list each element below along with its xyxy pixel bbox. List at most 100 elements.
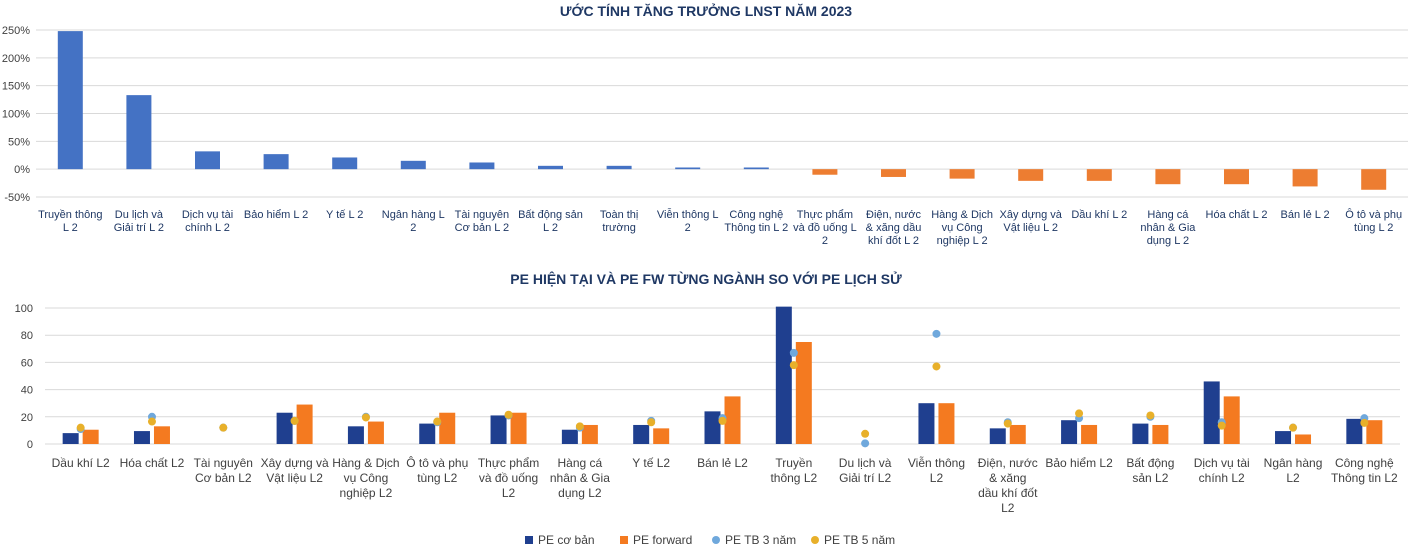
chart1-y-tick: 150% <box>2 81 30 93</box>
chart2-bar <box>633 424 650 444</box>
chart2-y-tick: 100 <box>15 303 33 315</box>
chart1-x-label: L 2 <box>543 222 558 234</box>
chart1-bar <box>1086 169 1112 181</box>
legend-label: PE forward <box>633 533 692 547</box>
chart1-x-label: Hàng cá <box>1147 209 1189 221</box>
chart2-bar <box>347 426 364 444</box>
chart1-x-label: Truyền thông <box>38 209 102 221</box>
legend-label: PE TB 5 năm <box>824 533 895 547</box>
chart2-bar <box>1275 431 1292 444</box>
chart2-x-label: Hàng & Dịch <box>332 456 399 470</box>
chart2-x-label: Xây dựng và <box>261 456 329 470</box>
chart2-bar <box>938 403 955 444</box>
chart2-x-label: Cơ bản L2 <box>195 471 252 485</box>
chart1-bar <box>675 167 701 170</box>
chart1-y-tick: 0% <box>14 164 30 176</box>
chart2-point <box>433 417 442 426</box>
chart2-y-tick: 60 <box>21 357 33 369</box>
chart2-point <box>147 417 156 426</box>
chart2-bar <box>276 412 293 444</box>
legend-swatch-3 <box>811 536 819 544</box>
chart1-bar <box>881 169 906 177</box>
chart2-x-label: Y tế L2 <box>632 456 670 470</box>
chart2-bar <box>1346 418 1363 444</box>
chart1-bar <box>263 154 289 170</box>
chart2-x-label: Tài nguyên <box>194 456 253 470</box>
chart2-x-label: Thông tin L2 <box>1331 471 1398 485</box>
chart1-bar <box>400 160 426 170</box>
chart1-bar <box>606 165 632 170</box>
chart2-point <box>219 423 228 432</box>
chart2-x-label: & xăng <box>989 471 1026 485</box>
chart2-bar <box>1132 423 1149 444</box>
chart2-points <box>76 329 1369 448</box>
chart2-bar <box>918 403 935 444</box>
chart1-x-label: Bán lẻ L 2 <box>1281 209 1330 221</box>
chart2-y-tick: 40 <box>21 385 33 397</box>
chart2-x-label: L2 <box>502 486 516 500</box>
chart2-point <box>647 418 656 427</box>
chart2-title: PE HIỆN TẠI VÀ PE FW TỪNG NGÀNH SO VỚI P… <box>510 270 902 287</box>
chart1-x-label: khí đốt L 2 <box>868 235 919 247</box>
chart1-x-label: Bất động sản <box>518 209 583 221</box>
chart2-bar <box>1081 424 1098 444</box>
legend-swatch-1 <box>620 536 628 544</box>
chart2-y-axis: 100 80 60 40 20 0 <box>15 303 33 451</box>
chart2-bar <box>490 415 507 444</box>
chart2-x-label: dụng L2 <box>558 486 602 500</box>
chart2-x-label: sản L2 <box>1132 471 1168 485</box>
chart2-x-label: Truyền <box>775 456 812 470</box>
chart2-x-label: vụ Công <box>344 471 389 485</box>
chart2-point <box>932 362 941 371</box>
chart1-x-label: Dịch vụ tài <box>182 209 233 221</box>
chart2-x-label: Bán lẻ L2 <box>697 456 748 470</box>
chart1-x-label: dụng L 2 <box>1147 235 1189 247</box>
chart2-point <box>932 329 941 338</box>
chart2-bar <box>419 423 436 444</box>
chart1-bar <box>949 169 975 179</box>
chart1-y-tick: -50% <box>4 192 30 204</box>
chart2-bar <box>581 424 598 444</box>
chart2-x-label: nghiệp L2 <box>340 486 393 500</box>
chart1-x-label: & xăng dầu <box>866 222 922 234</box>
chart2-bar <box>1009 424 1026 444</box>
chart2-x-label: Hàng cá <box>558 456 603 470</box>
chart2-bar <box>153 426 170 444</box>
chart1-x-label: 2 <box>410 222 416 234</box>
chart2-point <box>789 361 798 370</box>
chart2-x-label: Công nghệ <box>1335 456 1394 470</box>
chart2-bar <box>510 412 527 444</box>
chart2-bar <box>82 429 99 444</box>
chart2-x-label: L2 <box>930 471 944 485</box>
chart2-point <box>1289 423 1298 432</box>
chart2-x-label: Ô tô và phụ <box>406 455 468 470</box>
chart1-bar <box>1361 169 1387 190</box>
chart2-bar <box>1152 424 1169 444</box>
chart1-x-label: Du lịch và <box>115 209 164 221</box>
chart1-bar <box>332 157 358 170</box>
chart1-x-label: Y tế L 2 <box>326 209 363 221</box>
chart1-bar <box>1155 169 1181 185</box>
legend-swatch-0 <box>525 536 533 544</box>
chart1-x-label: L 2 <box>63 222 78 234</box>
chart1-x-label: Xây dựng và <box>999 209 1062 221</box>
chart2-bar <box>1061 420 1078 444</box>
chart2-point <box>1360 418 1369 427</box>
legend-label: PE cơ bản <box>538 533 595 547</box>
chart2-x-label: Điện, nước <box>978 456 1038 470</box>
chart1-y-tick: 50% <box>8 136 30 148</box>
chart2-bar <box>62 433 79 444</box>
chart2-x-label: L2 <box>1001 501 1015 515</box>
chart2-point <box>789 348 798 357</box>
chart1-bar <box>57 31 83 170</box>
chart2-x-label: Hóa chất L2 <box>120 456 185 470</box>
chart2-bar <box>296 404 313 444</box>
chart1-x-label: Toàn thị <box>600 209 639 221</box>
chart1-x-label: nhân & Gia <box>1140 222 1196 234</box>
chart1-bar <box>1224 169 1249 185</box>
chart2-bar <box>704 411 721 444</box>
chart2-x-label: nhân & Gia <box>550 471 610 485</box>
chart2-x-label: L2 <box>1286 471 1300 485</box>
